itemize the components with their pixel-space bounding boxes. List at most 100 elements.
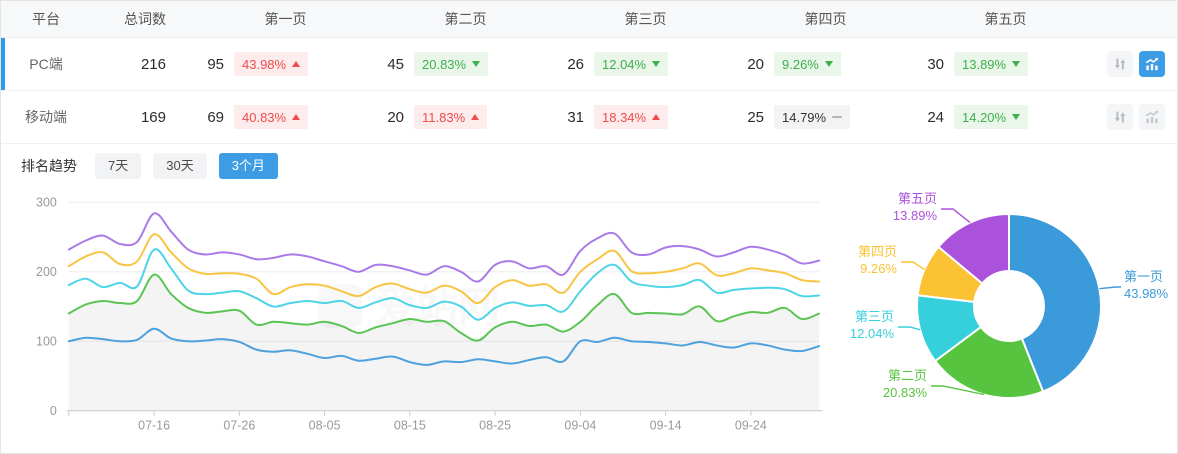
change-percent: 43.98% [242,56,287,72]
change-badge: 18.34% [594,105,669,129]
platform-row-pc[interactable]: PC端 216 95 43.98% 45 20.83% 26 12.04% 20 9.26% 30 1… [1,38,1177,91]
sort-arrows-button[interactable] [1107,104,1133,130]
change-badge: 13.89% [954,52,1029,76]
column-header-page-4: 第四页 [804,11,847,27]
page-2-cell: 45 20.83% [346,52,526,76]
series-line-第三页 [67,248,821,321]
column-header-total: 总词数 [124,11,166,27]
page-5-cell: 30 13.89% [886,52,1066,76]
column-header-page-5: 第五页 [984,11,1027,27]
trend-range-tabs: 7天 30天 3个月 [95,153,278,179]
change-percent: 13.89% [962,56,1007,72]
y-axis-label: 100 [36,334,57,348]
trend-line-chart: 0 100 200 300 爱站网 07-16 07-26 08-05 08-15 08-25 09… [1,188,839,453]
tab-3m[interactable]: 3个月 [218,153,278,179]
slice-label-第四页: 第四页 9.26% [858,244,897,276]
y-axis-label: 300 [36,195,57,209]
slice-label-第一页: 第一页 43.98% [1124,269,1169,301]
x-axis-label: 07-26 [223,419,255,433]
trend-chart-button[interactable] [1139,104,1165,130]
total-keywords-count: 169 [140,108,166,126]
row-actions [1066,51,1177,77]
label-line-第四页 [901,261,925,271]
x-axis-label: 09-04 [564,419,596,433]
x-axis-label: 09-24 [735,419,767,433]
page-4-cell: 25 14.79% [706,105,886,129]
arrow-down-icon [472,61,481,67]
slice-label-第三页: 第三页 12.04% [850,309,895,341]
page-distribution-donut-chart: 第一页 43.98% 第二页 20.83% 第三页 12.04% 第四页 9.26% 第五页 13… [839,188,1177,453]
change-percent: 18.34% [602,109,647,125]
platform-name: 移动端 [25,109,67,125]
slice-label-第二页: 第二页 20.83% [883,368,928,400]
platform-row-mobile[interactable]: 移动端 169 69 40.83% 20 11.83% 31 18.34% 25 14.79% 24… [1,91,1177,144]
change-badge: 14.79% [774,105,851,129]
table-body: PC端 216 95 43.98% 45 20.83% 26 12.04% 20 9.26% 30 1… [1,38,1177,144]
x-axis-label: 07-16 [138,419,170,433]
donut-slice-第五页 [937,213,1010,285]
column-header-platform: 平台 [32,11,60,27]
area-fill [68,274,820,411]
slice-label-第五页: 第五页 13.89% [893,191,938,223]
platform-name: PC端 [29,56,63,72]
arrow-up-icon [292,61,301,67]
sort-arrows-button[interactable] [1107,51,1133,77]
series-line-第四页 [67,233,821,305]
page-count: 20 [747,55,764,73]
page-3-cell: 31 18.34% [526,105,706,129]
page-5-cell: 24 14.20% [886,105,1066,129]
arrow-up-icon [292,114,301,120]
page-count: 25 [747,108,764,126]
page-4-cell: 20 9.26% [706,52,886,76]
total-keywords-count: 216 [140,55,166,73]
arrow-up-icon [652,114,661,120]
y-axis-label: 0 [50,404,57,418]
page-count: 24 [927,108,944,126]
change-badge: 9.26% [774,52,841,76]
table-header-row: 平台 总词数 第一页 第二页 第三页 第四页 第五页 [1,1,1177,38]
ranking-table: 平台 总词数 第一页 第二页 第三页 第四页 第五页 PC端 216 95 43.98% 45 20.… [1,1,1177,144]
page-3-cell: 26 12.04% [526,52,706,76]
page-2-cell: 20 11.83% [346,105,526,129]
trend-section-title: 排名趋势 [21,158,77,174]
change-percent: 14.20% [962,109,1007,125]
page-count: 26 [567,55,584,73]
change-badge: 20.83% [414,52,489,76]
change-percent: 40.83% [242,109,287,125]
x-axis-label: 08-15 [394,419,426,433]
donut-chart-svg: 第一页 43.98% 第二页 20.83% 第三页 12.04% 第四页 9.26% 第五页 13… [850,191,1169,400]
x-axis-label: 08-25 [479,419,511,433]
page-count: 31 [567,108,584,126]
trend-chart-icon [1145,110,1159,124]
change-percent: 14.79% [782,109,827,125]
page-count: 45 [387,55,404,73]
page-count: 95 [207,55,224,73]
change-badge: 11.83% [414,105,488,129]
change-badge: 40.83% [234,105,309,129]
arrow-down-icon [824,61,833,67]
change-percent: 20.83% [422,56,467,72]
change-percent: 12.04% [602,56,647,72]
arrow-up-icon [471,114,480,120]
tab-30d[interactable]: 30天 [153,153,207,179]
label-line-第一页 [1099,286,1121,290]
column-header-page-1: 第一页 [264,11,307,27]
arrow-down-icon [1012,114,1021,120]
donut-slice-第二页 [934,325,1044,399]
change-percent: 11.83% [422,109,466,125]
no-change-dash-icon [832,116,843,118]
tab-7d[interactable]: 7天 [95,153,142,179]
charts-area: 0 100 200 300 爱站网 07-16 07-26 08-05 08-15 08-25 09… [1,188,1177,453]
donut-slice-第一页 [1008,213,1103,393]
column-header-page-2: 第二页 [444,11,487,27]
page-count: 20 [387,108,404,126]
page-count: 30 [927,55,944,73]
sort-arrows-icon [1114,58,1126,70]
page-1-cell: 69 40.83% [166,105,346,129]
trend-chart-button[interactable] [1139,51,1165,77]
page-1-cell: 95 43.98% [166,52,346,76]
row-actions [1066,104,1177,130]
sort-arrows-icon [1114,111,1126,123]
